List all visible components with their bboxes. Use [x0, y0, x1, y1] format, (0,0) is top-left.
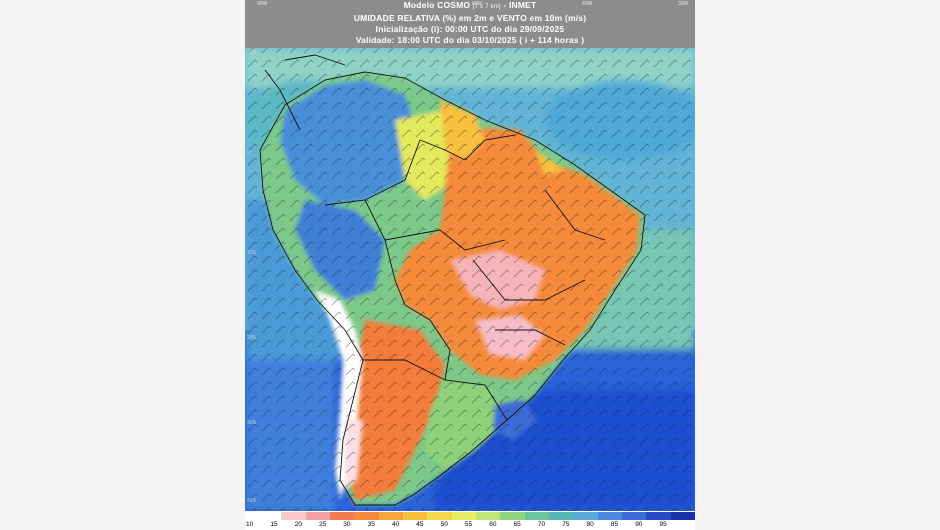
lon-label: 30W — [678, 1, 689, 7]
init-time: Inicialização (i): 00:00 UTC do dia 29/0… — [375, 24, 565, 34]
legend-swatch — [378, 512, 404, 520]
legend-label: 85 — [610, 521, 619, 528]
legend-swatch — [500, 512, 525, 520]
model-title: Modelo COSMO [7 x 7 km] - INMET — [403, 0, 537, 10]
legend-label: 45 — [416, 521, 424, 528]
legend-label: 10 — [246, 521, 254, 528]
legend-swatch — [451, 512, 477, 520]
weather-map-panel: Modelo COSMO [7 x 7 km] - INMET UMIDADE … — [245, 0, 695, 530]
legend-label: 95 — [659, 521, 667, 528]
legend-swatch — [305, 512, 331, 520]
legend-swatch — [670, 512, 695, 520]
legend-swatch — [476, 512, 501, 520]
lon-label: 40W — [582, 1, 593, 7]
map-header: Modelo COSMO [7 x 7 km] - INMET UMIDADE … — [245, 0, 695, 48]
legend-label: 20 — [294, 521, 302, 528]
legend-swatch — [330, 512, 355, 520]
lat-label: 40S — [247, 498, 256, 504]
legend-label: 30 — [343, 521, 351, 528]
legend-swatch — [549, 512, 574, 520]
legend-swatch — [524, 512, 550, 520]
legend-label: 80 — [586, 521, 594, 528]
legend-swatch — [281, 512, 306, 520]
legend-swatch — [597, 512, 622, 520]
wind-vectors — [245, 48, 695, 511]
legend-swatch — [354, 512, 379, 520]
legend-label: 90 — [635, 521, 643, 528]
variable-title: UMIDADE RELATIVA (%) em 2m e VENTO em 10… — [353, 13, 587, 23]
color-scale-legend: 10 15 20 25 30 35 40 45 50 55 60 65 70 75 80 85 90 95 — [245, 511, 695, 530]
political-borders — [259, 54, 646, 506]
lat-label: 30S — [247, 420, 256, 426]
legend-label: 55 — [464, 521, 473, 528]
legend-swatch — [427, 512, 452, 520]
lat-label: 20S — [247, 335, 256, 341]
legend-label: 60 — [489, 521, 497, 528]
legend-label: 50 — [440, 521, 448, 528]
humidity-map — [245, 5, 695, 511]
lat-label: 10S — [247, 250, 256, 256]
legend-swatch — [646, 512, 671, 520]
legend-label: 75 — [562, 521, 570, 528]
legend-label: 35 — [367, 521, 375, 528]
legend-label: 15 — [270, 521, 278, 528]
valid-time: Validade: 18:00 UTC do dia 03/10/2025 ( … — [355, 35, 585, 45]
legend-label: 25 — [318, 521, 327, 528]
lon-label: 90W — [257, 1, 268, 7]
legend-swatch — [622, 512, 647, 520]
legend-label: 65 — [513, 521, 521, 528]
legend-label: 40 — [391, 521, 400, 528]
lon-label: 60W — [472, 1, 483, 7]
legend-swatch — [573, 512, 598, 520]
lat-label: 10N — [247, 50, 257, 56]
legend-label: 70 — [537, 521, 546, 528]
legend-swatch — [403, 512, 428, 520]
legend-swatch — [257, 512, 282, 520]
lat-label: 0 — [247, 150, 250, 156]
